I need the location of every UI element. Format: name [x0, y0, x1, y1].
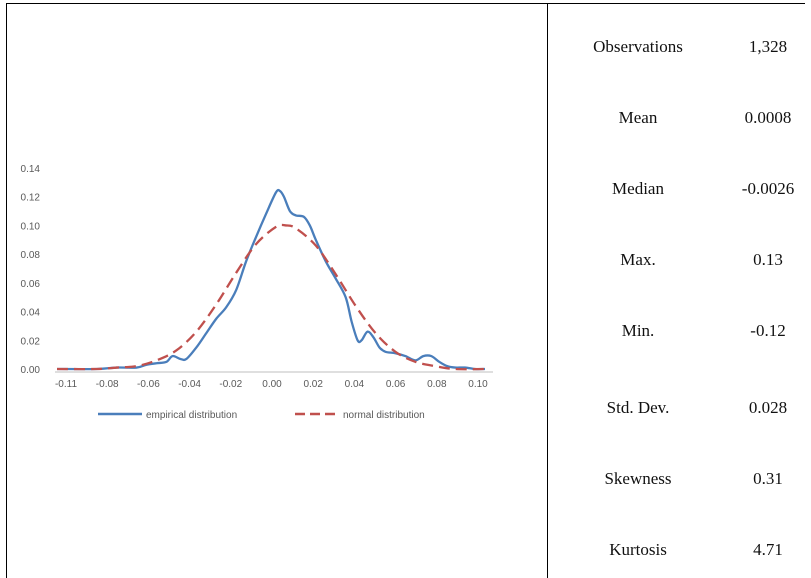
stat-label: Min. — [621, 321, 655, 340]
stat-label: Max. — [620, 250, 656, 269]
stat-value: 1,328 — [748, 37, 788, 56]
legend-label-empirical: empirical distribution — [146, 410, 237, 421]
stat-value: 0.13 — [753, 250, 783, 269]
y-tick-label: 0.00 — [21, 365, 41, 376]
legend: empirical distribution normal distributi… — [98, 410, 425, 421]
y-tick-label: 0.02 — [21, 336, 41, 347]
stat-row-observations: Observations 1,328 — [548, 32, 811, 62]
series-layer — [56, 188, 486, 371]
series-line-empirical — [56, 188, 486, 371]
y-tick-label: 0.08 — [21, 250, 41, 261]
panel-divider — [547, 3, 548, 578]
x-tick-label: 0.06 — [386, 379, 406, 390]
stat-label: Kurtosis — [609, 540, 667, 559]
stat-row-std-dev: Std. Dev. 0.028 — [548, 393, 811, 423]
legend-label-normal: normal distribution — [343, 410, 425, 421]
stat-label: Mean — [618, 108, 658, 127]
stat-value: 0.31 — [753, 469, 783, 488]
stat-row-mean: Mean 0.0008 — [548, 103, 811, 133]
series-line-normal — [56, 223, 486, 371]
stat-label: Observations — [593, 37, 683, 56]
x-tick-label: -0.04 — [178, 379, 201, 390]
stat-row-kurtosis: Kurtosis 4.71 — [548, 535, 811, 565]
y-tick-label: 0.04 — [21, 308, 41, 319]
stat-value: 0.0008 — [744, 108, 792, 127]
x-tick-label: -0.08 — [96, 379, 119, 390]
stat-value: -0.12 — [750, 321, 786, 340]
stat-row-skewness: Skewness 0.31 — [548, 464, 811, 494]
x-tick-label: 0.00 — [262, 379, 282, 390]
x-tick-label: 0.10 — [468, 379, 488, 390]
stat-row-max: Max. 0.13 — [548, 245, 811, 275]
distribution-chart: 0.000.020.040.060.080.100.120.14 -0.11 -0… — [21, 164, 493, 421]
stat-value: 4.71 — [753, 540, 783, 559]
x-axis-ticks: -0.11 -0.08 -0.06 -0.04 -0.02 0.00 0.02 0.04 0.0… — [55, 379, 488, 390]
stat-row-min: Min. -0.12 — [548, 316, 811, 346]
y-tick-label: 0.06 — [21, 279, 41, 290]
figure-frame — [6, 3, 805, 578]
stat-row-median: Median -0.0026 — [548, 174, 811, 204]
y-tick-label: 0.10 — [21, 221, 41, 232]
y-axis-ticks: 0.00 0.02 0.04 0.06 0.08 0.10 0.12 0.14 — [21, 164, 41, 376]
y-tick-label: 0.14 — [21, 164, 41, 175]
x-tick-label: -0.11 — [55, 379, 77, 390]
stat-value: -0.0026 — [741, 179, 795, 198]
x-tick-label: 0.08 — [427, 379, 447, 390]
x-tick-label: -0.06 — [137, 379, 160, 390]
stat-label: Std. Dev. — [606, 398, 670, 417]
x-tick-label: 0.04 — [345, 379, 365, 390]
y-tick-label: 0.12 — [21, 193, 41, 204]
stat-label: Skewness — [604, 469, 672, 488]
x-tick-label: 0.02 — [303, 379, 323, 390]
stat-value: 0.028 — [748, 398, 788, 417]
stat-label: Median — [612, 179, 664, 198]
x-tick-label: -0.02 — [219, 379, 242, 390]
